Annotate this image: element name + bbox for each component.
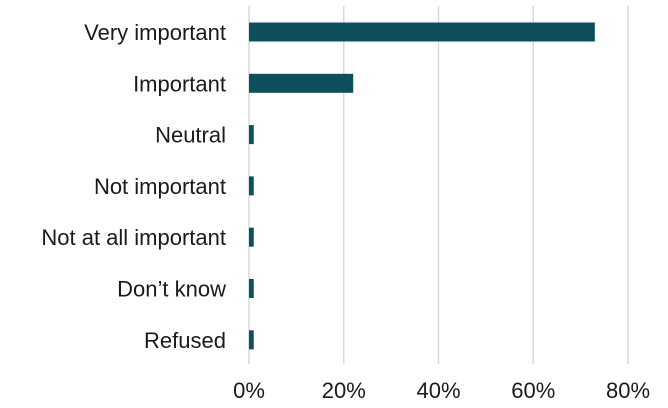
bar-2 (249, 125, 254, 145)
bar-3 (249, 176, 254, 196)
x-tick-label-60: 60% (511, 378, 555, 403)
bar-5 (249, 279, 254, 298)
bar-0 (249, 22, 595, 42)
category-label-1: Important (133, 71, 226, 96)
gridlines (248, 6, 629, 364)
category-label-4: Not at all important (41, 225, 226, 250)
category-label-2: Neutral (155, 123, 226, 148)
x-tick-label-40: 40% (416, 378, 460, 403)
x-axis-tick-labels: 0% 20% 40% 60% 80% (233, 378, 650, 403)
bar-6 (249, 330, 254, 350)
x-tick-label-20: 20% (322, 378, 366, 403)
category-label-6: Refused (144, 328, 226, 353)
category-label-0: Very important (84, 20, 226, 45)
bar-1 (249, 73, 354, 93)
category-labels: Very important Important Neutral Not import… (41, 20, 226, 353)
bars (249, 22, 595, 350)
x-tick-label-80: 80% (606, 378, 650, 403)
category-label-5: Don’t know (117, 277, 226, 302)
bar-4 (249, 227, 254, 247)
category-label-3: Not important (94, 174, 226, 199)
x-tick-label-0: 0% (233, 378, 265, 403)
